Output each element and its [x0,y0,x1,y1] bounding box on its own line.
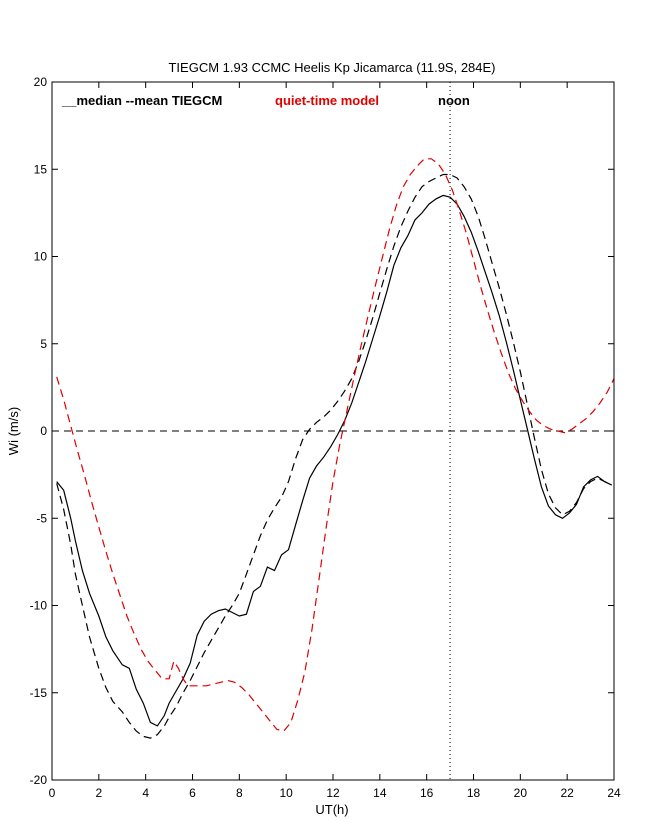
x-tick-label: 20 [514,786,528,800]
x-tick-label: 22 [560,786,574,800]
series-line-quiet [56,158,615,732]
legend-tiegcm-label: __median --mean TIEGCM [61,93,222,108]
series-line-median [56,194,612,727]
y-tick-label: 20 [34,75,48,89]
series-lines [56,158,615,739]
x-tick-label: 0 [49,786,56,800]
plot-frame [51,81,615,781]
y-tick-label: -10 [30,599,48,613]
plot-area [52,82,614,780]
y-tick-label: -20 [30,773,48,787]
x-tick-label: 2 [95,786,102,800]
x-tick-label: 6 [189,786,196,800]
y-tick-label: 15 [34,162,48,176]
y-axis-label: Wi (m/s) [6,407,21,455]
x-tick-label: 10 [279,786,293,800]
y-tick-label: 0 [40,424,47,438]
x-tick-label: 18 [467,786,481,800]
x-axis-label: UT(h) [315,802,348,817]
x-tick-label: 16 [420,786,434,800]
x-tick-label: 4 [142,786,149,800]
x-tick-label: 8 [236,786,243,800]
chart-title: TIEGCM 1.93 CCMC Heelis Kp Jicamarca (11… [168,60,495,75]
x-tick-label: 12 [326,786,340,800]
y-tick-label: -15 [30,686,48,700]
y-tick-label: -5 [36,511,47,525]
x-tick-label: 24 [607,786,621,800]
x-tick-label: 14 [373,786,387,800]
noon-label: noon [438,93,470,108]
y-tick-label: 5 [40,337,47,351]
series-line-mean [56,173,612,739]
y-tick-label: 10 [34,250,48,264]
legend-quiet-time-label: quiet-time model [275,93,379,108]
